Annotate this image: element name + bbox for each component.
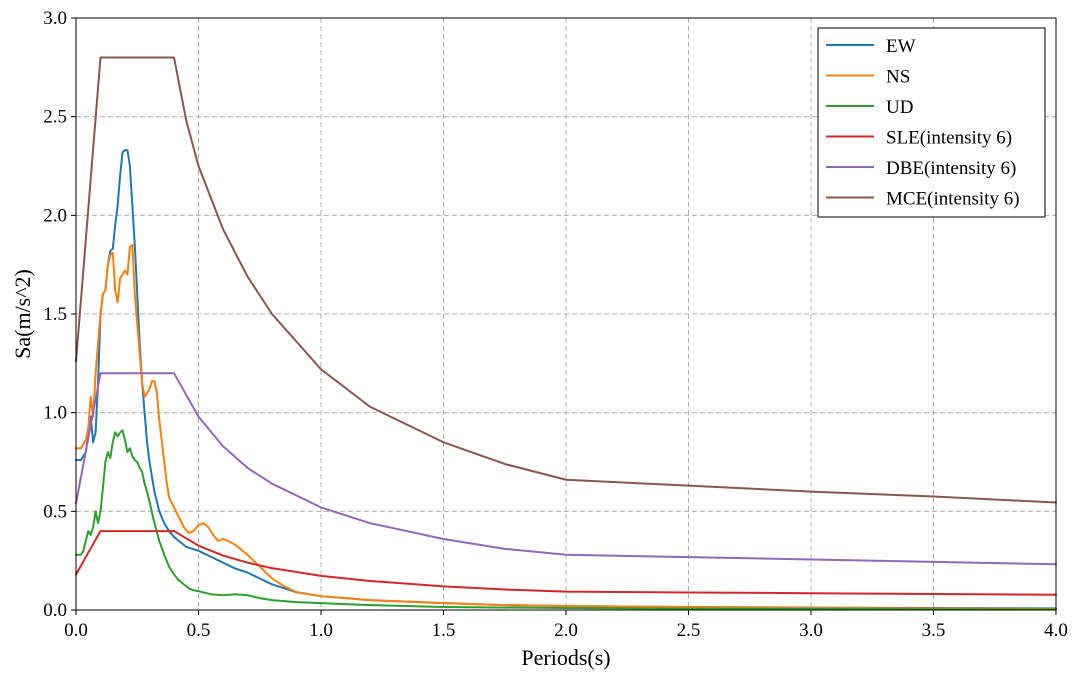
series-line-4: [75, 372, 1057, 566]
legend-label: EW: [886, 36, 916, 57]
legend-label: NS: [886, 67, 910, 88]
y-tick-label: 0.0: [43, 600, 67, 621]
legend-label: DBE(intensity 6): [886, 158, 1016, 179]
x-tick-label: 0.5: [187, 620, 211, 641]
x-tick-label: 2.0: [554, 620, 578, 641]
legend-label: MCE(intensity 6): [886, 189, 1020, 210]
x-tick-label: 0.0: [64, 620, 88, 641]
y-tick-label: 3.0: [43, 8, 67, 29]
series-line-2: [75, 429, 1057, 611]
x-tick-label: 3.5: [922, 620, 946, 641]
y-axis-label: Sa(m/s^2): [10, 269, 35, 359]
x-axis-label: Periods(s): [521, 645, 610, 670]
series-layer: [75, 56, 1057, 611]
x-axis: 0.0 0.5 1.0 1.5 2.0 2.5 3.0 3.5 4.0: [64, 610, 1068, 641]
x-tick-label: 1.5: [432, 620, 456, 641]
x-tick-label: 1.0: [309, 620, 333, 641]
series-line-1: [75, 243, 1057, 610]
x-tick-label: 3.0: [799, 620, 823, 641]
x-tick-label: 2.5: [677, 620, 701, 641]
legend-box: [817, 27, 1046, 218]
y-tick-label: 2.5: [43, 107, 67, 128]
y-tick-label: 0.5: [43, 501, 67, 522]
series-line-5: [75, 56, 1057, 504]
legend: EW NS UD SLE(intensity 6) DBE(intensity 6) MC…: [817, 27, 1046, 218]
x-tick-label: 4.0: [1044, 620, 1068, 641]
series-line-3: [75, 530, 1057, 596]
y-tick-label: 1.5: [43, 304, 67, 325]
y-tick-label: 2.0: [43, 205, 67, 226]
legend-label: SLE(intensity 6): [886, 128, 1012, 149]
y-tick-label: 1.0: [43, 403, 67, 424]
legend-label: UD: [886, 97, 913, 118]
y-axis: 0.0 0.5 1.0 1.5 2.0 2.5 3.0: [43, 8, 76, 621]
